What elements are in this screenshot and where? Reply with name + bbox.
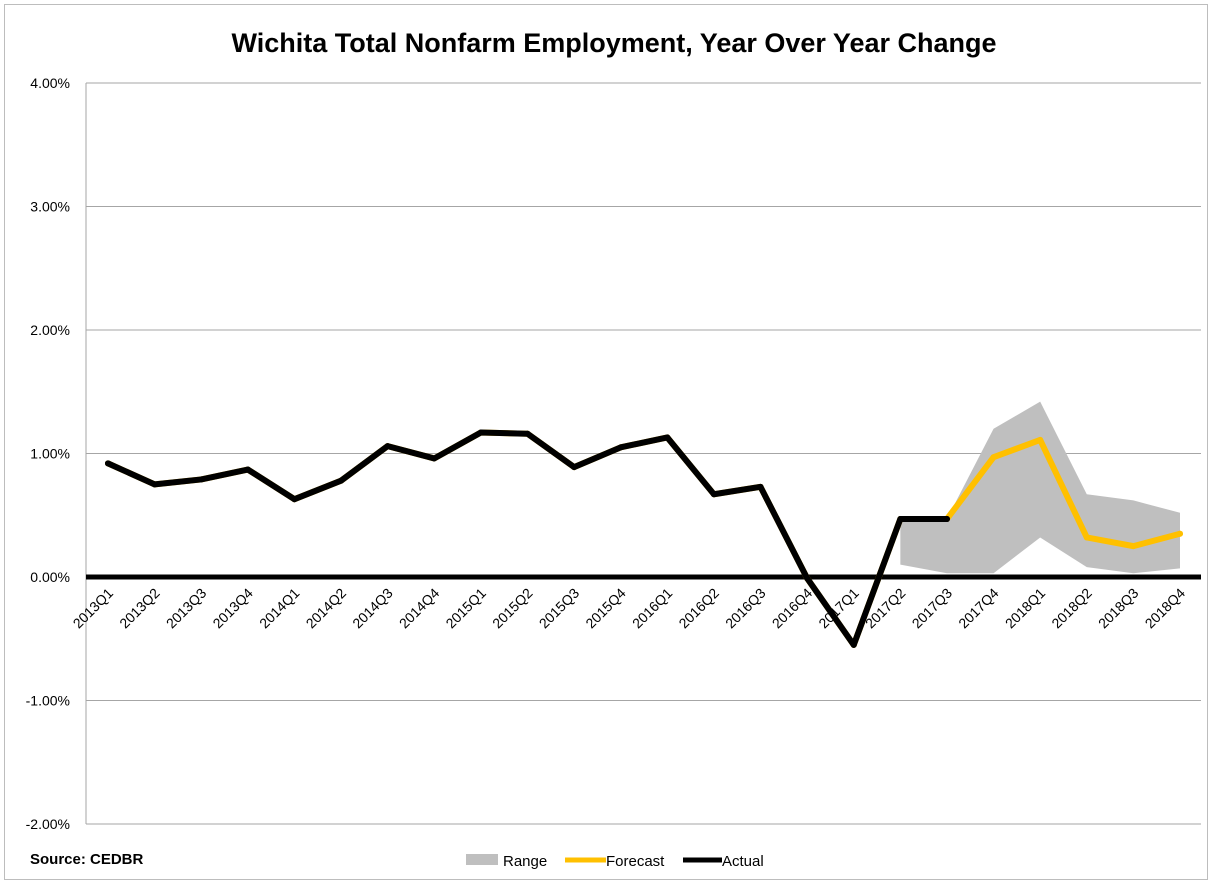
x-tick-label: 2013Q2 (116, 585, 163, 632)
x-tick-label: 2014Q4 (396, 585, 443, 632)
x-tick-label: 2015Q1 (442, 585, 489, 632)
x-tick-label: 2014Q3 (349, 585, 396, 632)
actual-point (757, 483, 764, 490)
y-tick-label: 0.00% (30, 569, 70, 585)
legend-range-label: Range (503, 853, 547, 870)
actual-point (151, 481, 158, 488)
legend-item-actual: Actual (683, 853, 764, 870)
y-tick-label: -2.00% (26, 816, 70, 832)
x-tick-label: 2017Q4 (955, 585, 1002, 632)
x-tick-label: 2013Q4 (209, 585, 256, 632)
x-tick-label: 2018Q3 (1095, 585, 1142, 632)
x-tick-label: 2016Q2 (675, 585, 722, 632)
actual-point (105, 460, 111, 467)
forecast-point (1083, 534, 1090, 541)
forecast-point (1177, 530, 1183, 537)
forecast-point (1130, 543, 1137, 550)
range-band (900, 401, 1180, 574)
actual-point (664, 434, 671, 441)
x-tick-label: 2014Q2 (303, 585, 350, 632)
actual-point (244, 466, 251, 473)
range-area (900, 401, 1180, 574)
x-tick-label: 2015Q3 (536, 585, 583, 632)
x-tick-label: 2014Q1 (256, 585, 303, 632)
y-tick-label: 3.00% (30, 199, 70, 215)
actual-point (617, 444, 624, 451)
legend-forecast-label: Forecast (606, 853, 665, 870)
x-tick-label: 2018Q4 (1142, 585, 1189, 632)
legend-actual-label: Actual (722, 853, 764, 870)
x-tick-label: 2016Q3 (722, 585, 769, 632)
actual-point (338, 477, 345, 484)
forecast-point (1037, 436, 1044, 443)
x-tick-label: 2016Q4 (769, 585, 816, 632)
actual-point (384, 443, 391, 450)
x-tick-label: 2015Q4 (582, 585, 629, 632)
legend: Range Forecast Actual (466, 853, 764, 870)
actual-point (524, 430, 531, 437)
x-tick-label: 2015Q2 (489, 585, 536, 632)
x-axis-ticks: 2013Q1 2013Q2 2013Q3 2013Q4 2014Q1 2014Q2 2014… (70, 585, 1189, 632)
actual-point (571, 464, 578, 471)
actual-point (477, 429, 484, 436)
x-tick-label: 2018Q1 (1002, 585, 1049, 632)
x-tick-label: 2013Q1 (70, 585, 117, 632)
actual-series (105, 429, 950, 648)
y-tick-label: -1.00% (26, 693, 70, 709)
y-axis-ticks: 4.00% 3.00% 2.00% 1.00% 0.00% -1.00% -2.00% (26, 75, 70, 832)
actual-point (850, 641, 857, 648)
chart-frame (4, 4, 1208, 880)
y-tick-label: 2.00% (30, 322, 70, 338)
source-note: Source: CEDBR (30, 851, 144, 868)
actual-point (291, 496, 298, 503)
x-tick-label: 2013Q3 (163, 585, 210, 632)
y-tick-label: 1.00% (30, 446, 70, 462)
chart-title: Wichita Total Nonfarm Employment, Year O… (232, 28, 997, 58)
legend-item-forecast: Forecast (565, 853, 665, 870)
x-tick-label: 2018Q2 (1048, 585, 1095, 632)
forecast-point (990, 454, 997, 461)
actual-point (710, 491, 717, 498)
y-tick-label: 4.00% (30, 75, 70, 91)
actual-point (804, 575, 811, 582)
legend-range-swatch (466, 854, 498, 865)
legend-item-range: Range (466, 853, 547, 870)
actual-point (198, 476, 205, 483)
x-tick-label: 2016Q1 (629, 585, 676, 632)
actual-point (897, 515, 904, 522)
x-tick-label: 2017Q3 (909, 585, 956, 632)
actual-point (943, 515, 950, 522)
actual-point (431, 455, 438, 462)
